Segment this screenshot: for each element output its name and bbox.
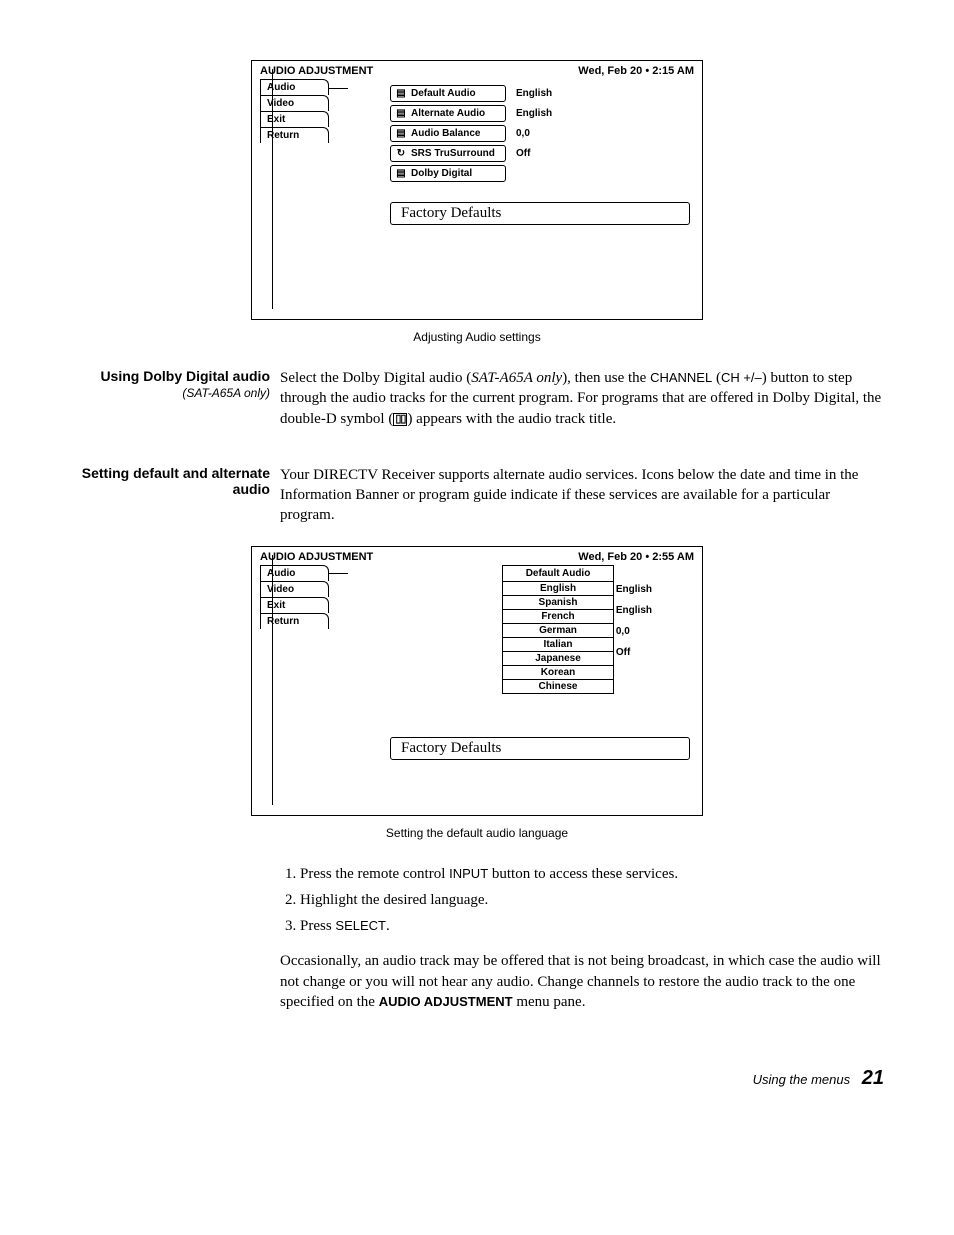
after-steps-paragraph: Occasionally, an audio track may be offe… xyxy=(280,951,884,1012)
tab-video[interactable]: Video xyxy=(260,95,329,111)
lang-option-english[interactable]: English xyxy=(503,582,613,595)
value-english: English xyxy=(616,600,652,621)
step-2: Highlight the desired language. xyxy=(300,890,884,910)
section-dolby: Using Dolby Digital audio (SAT-A65A only… xyxy=(70,368,884,429)
row-srs-trusurround[interactable]: ↻ SRS TruSurround Off xyxy=(390,145,690,162)
figure-caption: Setting the default audio language xyxy=(70,826,884,840)
list-icon: ▤ xyxy=(395,89,407,99)
factory-defaults-button[interactable]: Factory Defaults xyxy=(390,737,690,760)
section-body: Select the Dolby Digital audio (SAT-A65A… xyxy=(280,368,884,429)
step-1: Press the remote control INPUT button to… xyxy=(300,864,884,884)
page-number: 21 xyxy=(862,1067,884,1089)
tab-audio[interactable]: Audio xyxy=(260,565,329,581)
row-alternate-audio[interactable]: ▤ Alternate Audio English xyxy=(390,105,690,122)
figure-caption: Adjusting Audio settings xyxy=(70,330,884,344)
value-default-audio: English xyxy=(516,88,552,99)
row-audio-balance[interactable]: ▤ Audio Balance 0,0 xyxy=(390,125,690,142)
screen-audio-adjustment: AUDIO ADJUSTMENT Wed, Feb 20 • 2:15 AM A… xyxy=(251,60,703,320)
tab-return[interactable]: Return xyxy=(260,613,329,629)
label-dolby: Dolby Digital xyxy=(411,168,472,179)
section-heading: Using Dolby Digital audio (SAT-A65A only… xyxy=(70,368,280,429)
footer-label: Using the menus xyxy=(753,1072,851,1087)
section-default-alt: Setting default and alternate audio Your… xyxy=(70,465,884,526)
cycle-icon: ↻ xyxy=(395,149,407,159)
list-icon: ▤ xyxy=(395,129,407,139)
lang-option-french[interactable]: French xyxy=(503,609,613,623)
page-footer: Using the menus 21 xyxy=(70,1067,884,1090)
screen-title: AUDIO ADJUSTMENT xyxy=(260,551,373,563)
step-3: Press SELECT. xyxy=(300,916,884,936)
value-off: Off xyxy=(616,642,652,663)
figure-default-audio: AUDIO ADJUSTMENT Wed, Feb 20 • 2:55 AM A… xyxy=(70,546,884,840)
row-default-audio[interactable]: ▤ Default Audio English xyxy=(390,85,690,102)
section-body: Your DIRECTV Receiver supports alternate… xyxy=(280,465,884,526)
main-pane: ▤ Default Audio English ▤ Alternate Audio … xyxy=(350,79,702,299)
value-balance: 0,0 xyxy=(616,621,652,642)
steps-section: Press the remote control INPUT button to… xyxy=(70,856,884,1028)
value-english: English xyxy=(616,579,652,600)
tab-exit[interactable]: Exit xyxy=(260,597,329,613)
tab-return[interactable]: Return xyxy=(260,127,329,143)
sidebar: Audio Video Exit Return xyxy=(252,79,350,299)
factory-defaults-button[interactable]: Factory Defaults xyxy=(390,202,690,225)
figure-audio-adjust: AUDIO ADJUSTMENT Wed, Feb 20 • 2:15 AM A… xyxy=(70,60,884,344)
main-pane: ⎤ ⎤ ⎤ ⎤ ⎤ English English 0,0 Off Defaul… xyxy=(350,565,702,795)
value-alternate-audio: English xyxy=(516,108,552,119)
section-heading: Setting default and alternate audio xyxy=(70,465,280,526)
lang-option-chinese[interactable]: Chinese xyxy=(503,679,613,693)
lang-option-italian[interactable]: Italian xyxy=(503,637,613,651)
value-audio-balance: 0,0 xyxy=(516,128,530,139)
step-list: Press the remote control INPUT button to… xyxy=(280,864,884,937)
list-icon: ▤ xyxy=(395,109,407,119)
popup-default-audio: Default Audio English Spanish French Ger… xyxy=(502,565,614,694)
sidebar: Audio Video Exit Return xyxy=(252,565,350,795)
popup-title: Default Audio xyxy=(503,566,613,582)
dolby-d-icon: ▯▯ xyxy=(393,413,407,426)
label-default-audio: Default Audio xyxy=(411,88,476,99)
row-dolby-digital[interactable]: ▤ Dolby Digital xyxy=(390,165,690,182)
screen-datetime: Wed, Feb 20 • 2:55 AM xyxy=(578,551,694,563)
screen-default-audio: AUDIO ADJUSTMENT Wed, Feb 20 • 2:55 AM A… xyxy=(251,546,703,816)
lang-option-korean[interactable]: Korean xyxy=(503,665,613,679)
tab-video[interactable]: Video xyxy=(260,581,329,597)
tab-exit[interactable]: Exit xyxy=(260,111,329,127)
list-icon: ▤ xyxy=(395,169,407,179)
tab-audio[interactable]: Audio xyxy=(260,79,329,95)
lang-option-german[interactable]: German xyxy=(503,623,613,637)
screen-title: AUDIO ADJUSTMENT xyxy=(260,65,373,77)
label-alternate-audio: Alternate Audio xyxy=(411,108,485,119)
label-srs: SRS TruSurround xyxy=(411,148,495,159)
lang-option-spanish[interactable]: Spanish xyxy=(503,595,613,609)
lang-option-japanese[interactable]: Japanese xyxy=(503,651,613,665)
value-srs: Off xyxy=(516,148,530,159)
screen-datetime: Wed, Feb 20 • 2:15 AM xyxy=(578,65,694,77)
label-audio-balance: Audio Balance xyxy=(411,128,480,139)
